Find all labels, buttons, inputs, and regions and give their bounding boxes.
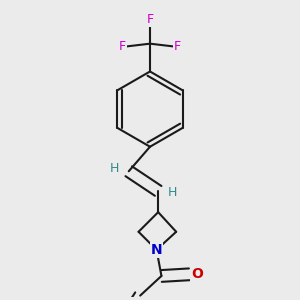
Text: N: N <box>151 243 162 257</box>
Text: F: F <box>118 40 126 53</box>
Text: H: H <box>168 186 178 199</box>
Text: H: H <box>109 162 119 175</box>
Text: F: F <box>174 40 182 53</box>
Text: F: F <box>146 13 154 26</box>
Text: O: O <box>191 267 203 281</box>
